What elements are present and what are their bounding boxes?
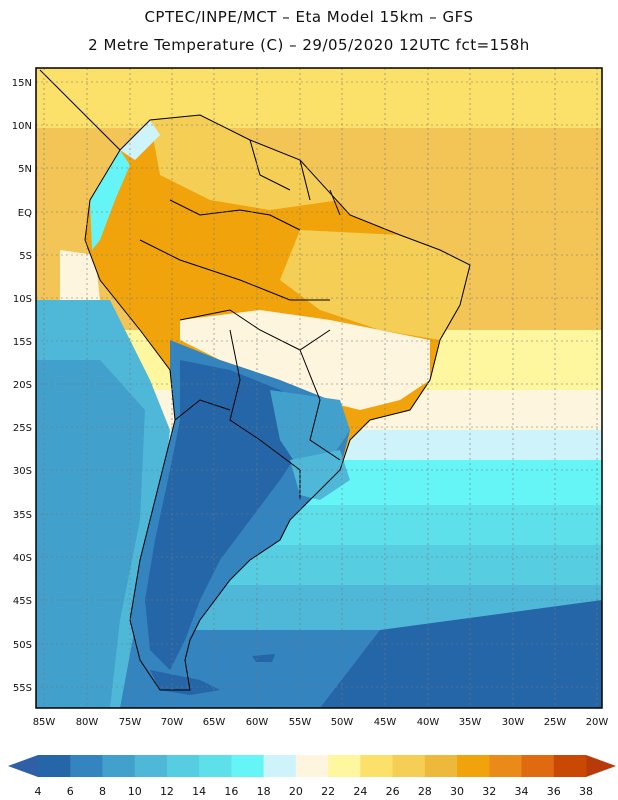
colorbar-swatch xyxy=(199,755,232,777)
lat-label: 10S xyxy=(13,294,32,305)
colorbar: 4 6 8 10 12 14 16 18 20 22 24 26 28 30 32 34 36 38 xyxy=(8,755,616,798)
colorbar-swatch xyxy=(166,755,200,777)
colorbar-label: 4 xyxy=(35,785,42,798)
lat-label: 35S xyxy=(13,510,32,521)
colorbar-swatch xyxy=(521,755,555,777)
colorbar-label: 32 xyxy=(482,785,496,798)
lon-label: 60W xyxy=(246,717,269,728)
colorbar-label: 6 xyxy=(67,785,74,798)
colorbar-swatch xyxy=(38,755,71,777)
lon-label: 30W xyxy=(502,717,525,728)
lon-label: 20W xyxy=(586,717,609,728)
lat-label: 25S xyxy=(13,423,32,434)
longitude-axis: 85W 80W 75W 70W 65W 60W 55W 50W 45W 40W … xyxy=(33,717,609,728)
colorbar-label: 26 xyxy=(386,785,400,798)
graticule xyxy=(36,68,602,708)
lon-label: 50W xyxy=(331,717,354,728)
political-borders xyxy=(39,69,471,691)
lat-label: 40S xyxy=(13,553,32,564)
colorbar-label: 18 xyxy=(257,785,271,798)
colorbar-high-arrow xyxy=(586,755,616,777)
lat-label: 45S xyxy=(13,596,32,607)
colorbar-label: 28 xyxy=(418,785,432,798)
colorbar-swatch xyxy=(489,755,523,777)
lon-label: 80W xyxy=(76,717,99,728)
lat-label: 55S xyxy=(13,683,32,694)
lat-label: 50S xyxy=(13,640,32,651)
lon-label: 35W xyxy=(459,717,482,728)
lat-label: 20S xyxy=(13,380,32,391)
lon-label: 40W xyxy=(417,717,440,728)
colorbar-label: 22 xyxy=(321,785,335,798)
colorbar-swatch xyxy=(392,755,426,777)
colorbar-label: 34 xyxy=(515,785,529,798)
map-frame xyxy=(35,67,603,709)
lat-label: 5S xyxy=(19,251,32,262)
lat-label: 30S xyxy=(13,466,32,477)
colorbar-swatch xyxy=(553,755,587,777)
colorbar-label: 24 xyxy=(353,785,367,798)
lon-label: 65W xyxy=(203,717,226,728)
lat-label: 15N xyxy=(12,78,32,89)
lat-label: 10N xyxy=(12,121,32,132)
lon-label: 45W xyxy=(374,717,397,728)
lat-label: EQ xyxy=(18,208,32,219)
colorbar-low-arrow xyxy=(8,755,38,777)
lat-label: 15S xyxy=(13,337,32,348)
colorbar-label: 12 xyxy=(160,785,174,798)
colorbar-swatch xyxy=(134,755,168,777)
south-america-land xyxy=(85,115,470,695)
colorbar-label: 8 xyxy=(99,785,106,798)
colorbar-label: 10 xyxy=(128,785,142,798)
colorbar-label: 36 xyxy=(547,785,561,798)
colorbar-label: 30 xyxy=(450,785,464,798)
colorbar-label: 14 xyxy=(192,785,206,798)
latitude-axis: 15N 10N 5N EQ 5S 10S 15S 20S 25S 30S 35S… xyxy=(12,78,32,694)
lon-label: 85W xyxy=(33,717,56,728)
colorbar-swatch xyxy=(295,755,329,777)
colorbar-swatch xyxy=(231,755,265,777)
colorbar-label: 16 xyxy=(224,785,238,798)
colorbar-swatch xyxy=(457,755,490,777)
colorbar-label: 20 xyxy=(289,785,303,798)
map-title-line-1: CPTEC/INPE/MCT – Eta Model 15km – GFS xyxy=(144,8,474,26)
map-title-line-2: 2 Metre Temperature (C) – 29/05/2020 12U… xyxy=(88,36,530,54)
colorbar-swatch xyxy=(263,755,297,777)
lon-label: 75W xyxy=(119,717,142,728)
lon-label: 70W xyxy=(161,717,184,728)
lon-label: 25W xyxy=(544,717,567,728)
colorbar-swatch xyxy=(360,755,394,777)
colorbar-swatch xyxy=(424,755,458,777)
colorbar-swatch xyxy=(328,755,361,777)
colorbar-label: 38 xyxy=(579,785,593,798)
lat-label: 5N xyxy=(18,164,32,175)
colorbar-swatch xyxy=(102,755,136,777)
colorbar-swatch xyxy=(70,755,103,777)
lon-label: 55W xyxy=(289,717,312,728)
